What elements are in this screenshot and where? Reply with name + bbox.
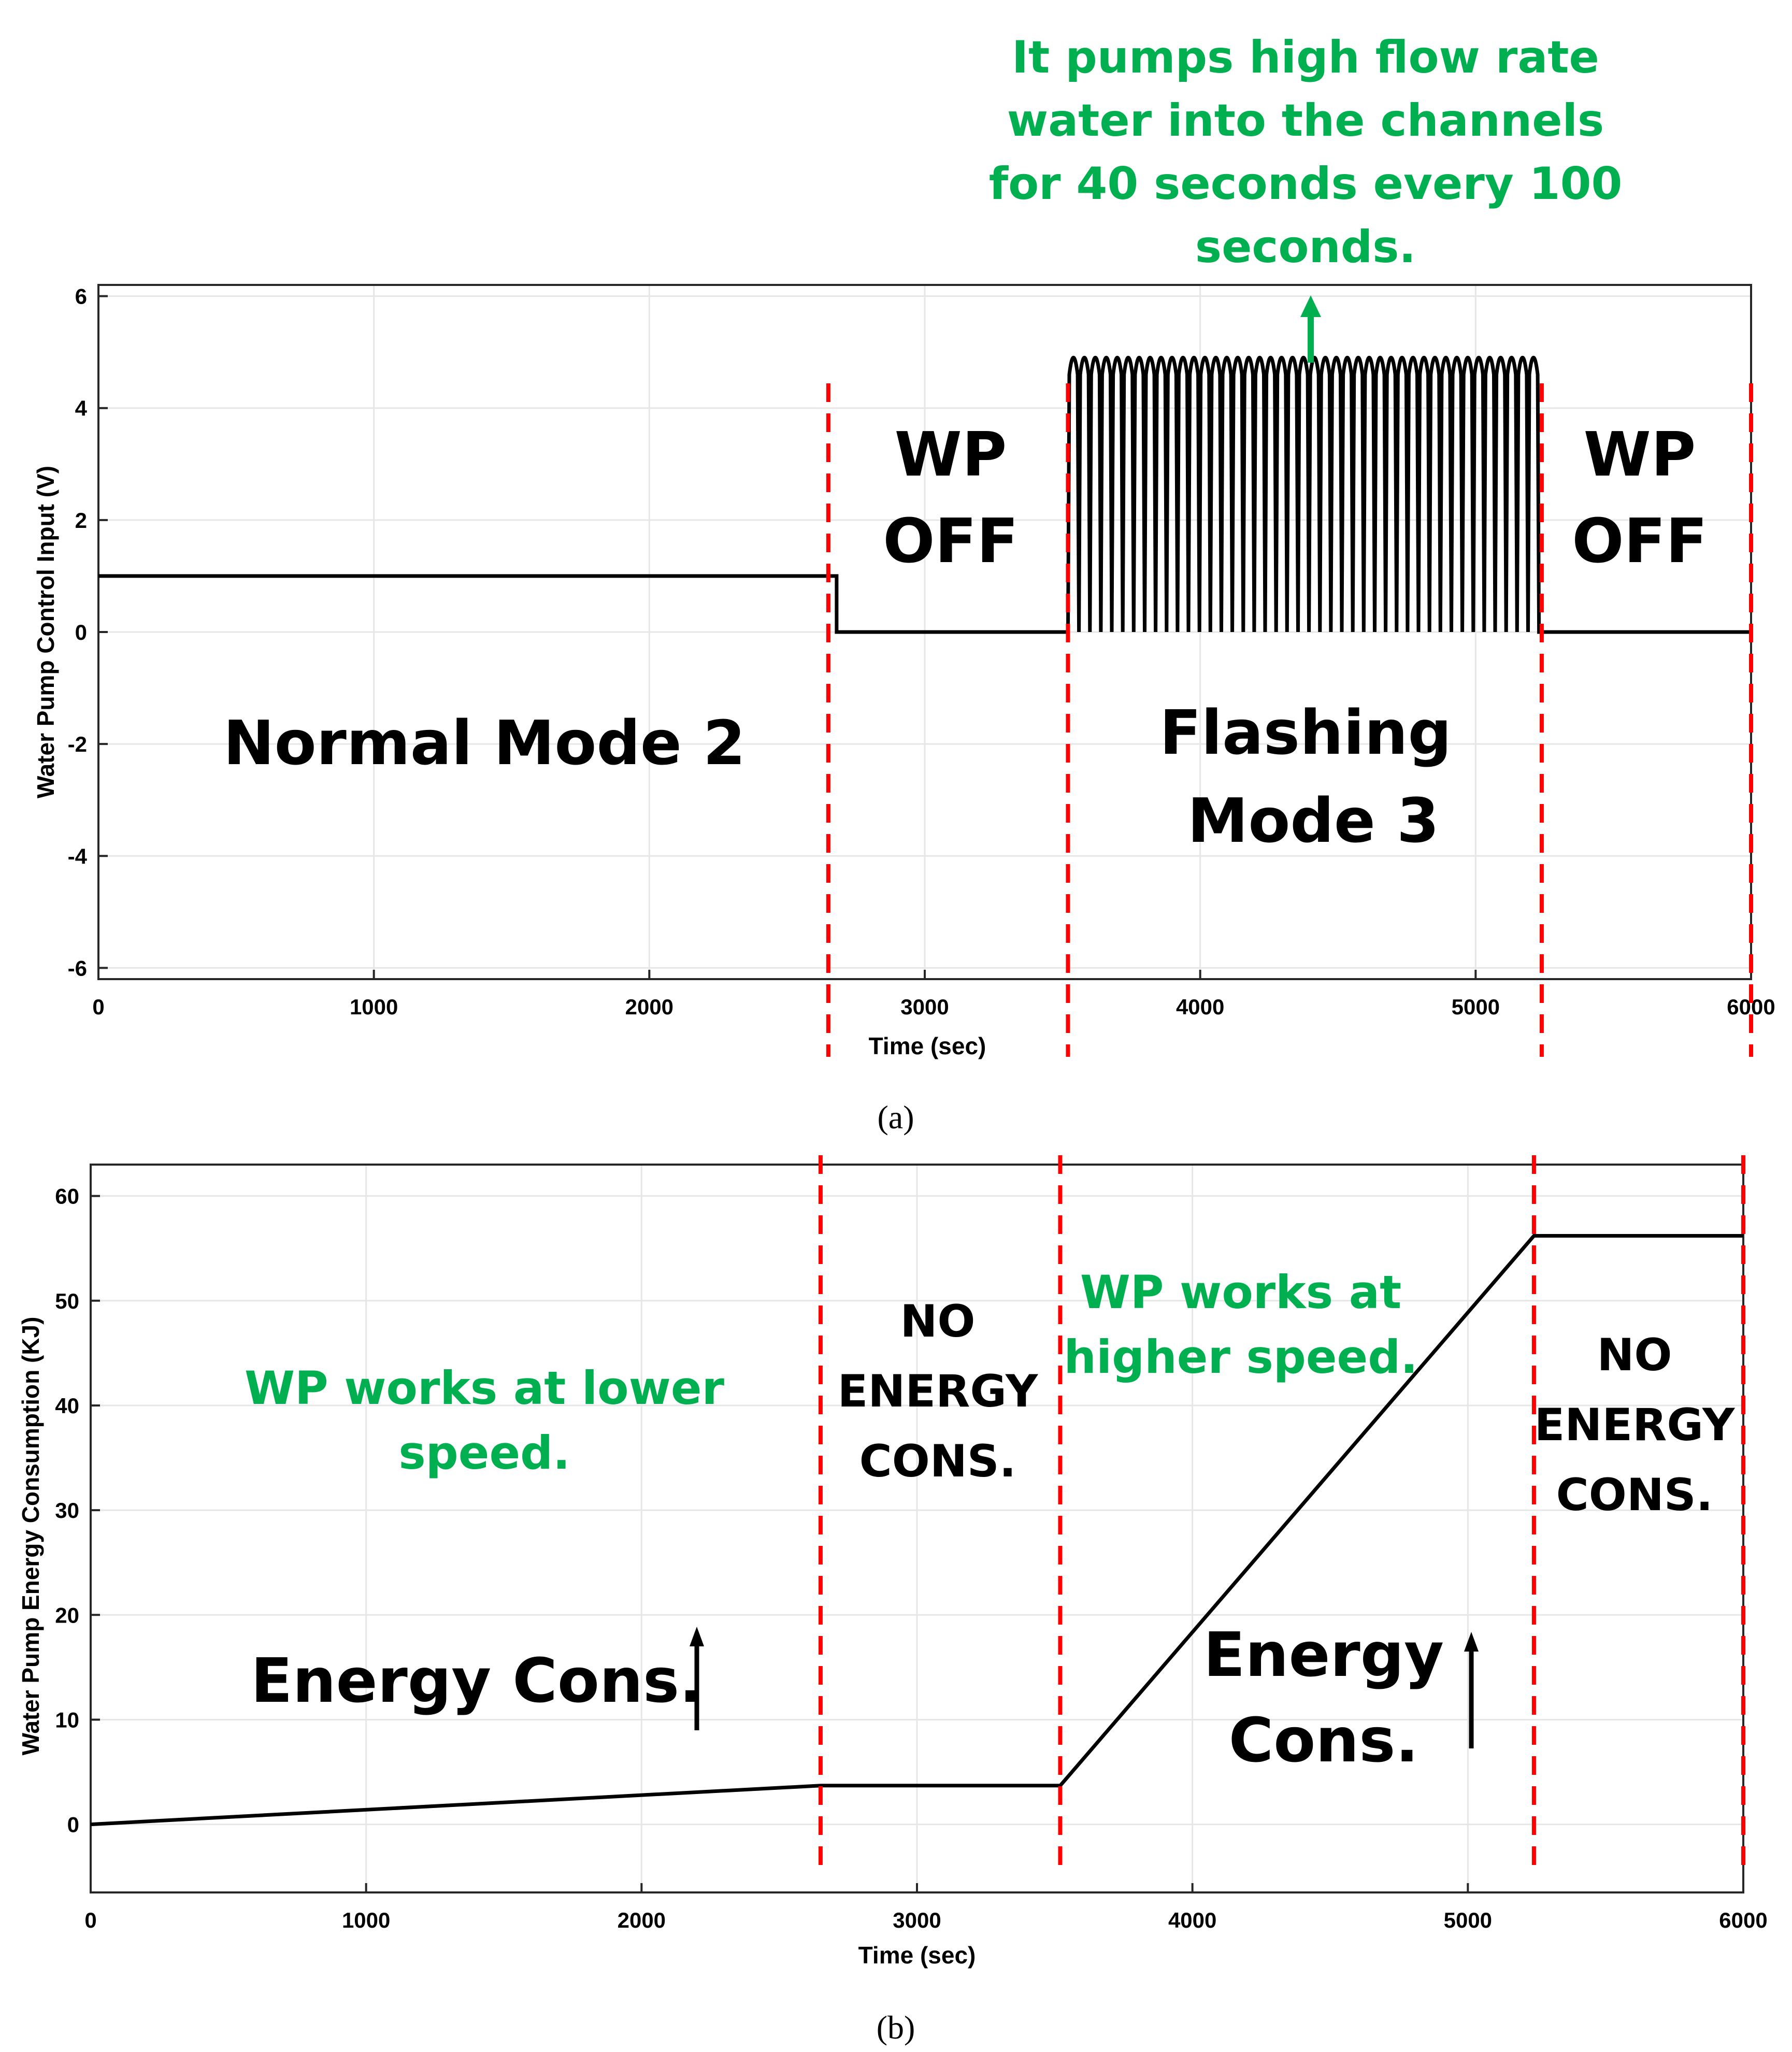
no-energy-1-line-1: NO — [900, 1296, 975, 1347]
y-tick-label: 40 — [55, 1394, 79, 1418]
flashing-mode-line-1: Flashing — [1159, 697, 1452, 768]
control-input-series — [98, 355, 1751, 634]
no-energy-2-line-2: ENERGY — [1535, 1399, 1736, 1451]
energy-cons-2-line-2: Cons. — [1229, 1704, 1419, 1776]
x-tick-label: 6000 — [1719, 1908, 1767, 1932]
lower-speed-line-1: WP works at lower — [245, 1361, 725, 1415]
panel-b-y-axis-label: Water Pump Energy Consumption (KJ) — [17, 1317, 44, 1756]
x-tick-label: 5000 — [1452, 995, 1500, 1019]
y-tick-label: -2 — [68, 732, 87, 756]
energy-cons-1-label: Energy Cons. — [251, 1645, 703, 1716]
wp-off-2-line-2: OFF — [1572, 505, 1708, 577]
panel-b-x-axis-label: Time (sec) — [858, 1942, 976, 1969]
top-note-annotation: It pumps high flow rate water into the c… — [989, 32, 1623, 273]
x-tick-label: 3000 — [893, 1908, 941, 1932]
no-energy-1-line-2: ENERGY — [838, 1366, 1039, 1417]
no-energy-2-line-1: NO — [1597, 1329, 1672, 1381]
y-tick-label: 4 — [75, 396, 88, 421]
x-tick-label: 2000 — [625, 995, 673, 1019]
higher-speed-line-2: higher speed. — [1064, 1330, 1417, 1384]
up-arrow-icon — [1464, 1632, 1479, 1748]
x-tick-label: 1000 — [350, 995, 398, 1019]
x-tick-label: 0 — [84, 1908, 96, 1932]
x-tick-label: 4000 — [1176, 995, 1224, 1019]
y-tick-label: 6 — [75, 284, 87, 309]
panel-a-x-axis-label: Time (sec) — [869, 1032, 986, 1059]
top-note-line-1: It pumps high flow rate — [1012, 32, 1599, 83]
y-tick-label: 0 — [75, 620, 87, 644]
panel-a-y-axis-label: Water Pump Control Input (V) — [32, 466, 59, 798]
top-note-line-2: water into the channels — [1007, 95, 1604, 147]
y-tick-label: 20 — [55, 1603, 79, 1627]
x-tick-label: 5000 — [1444, 1908, 1492, 1932]
no-energy-1-line-3: CONS. — [859, 1436, 1016, 1487]
panel-b-chart: 0 1000 2000 3000 4000 5000 6000 0102030405060 … — [17, 1155, 1768, 2046]
y-tick-label: 2 — [75, 508, 87, 533]
energy-consumption-series — [90, 1234, 1743, 1827]
wp-off-1-line-1: WP — [895, 419, 1007, 490]
y-tick-label: 30 — [55, 1498, 79, 1523]
x-tick-label: 2000 — [618, 1908, 666, 1932]
panel-a-caption: (a) — [877, 1099, 914, 1136]
flashing-mode-line-2: Mode 3 — [1187, 785, 1439, 856]
up-arrow-icon — [690, 1627, 704, 1730]
wp-off-1-line-2: OFF — [883, 505, 1019, 577]
y-tick-label: 0 — [67, 1813, 79, 1837]
top-note-line-4: seconds. — [1195, 221, 1416, 273]
y-tick-label: 60 — [55, 1184, 79, 1209]
y-tick-label: -4 — [68, 844, 88, 868]
x-tick-label: 0 — [92, 995, 104, 1019]
no-energy-2-line-3: CONS. — [1556, 1469, 1713, 1521]
y-tick-label: 50 — [55, 1289, 79, 1313]
green-up-arrow-icon — [1300, 295, 1321, 363]
higher-speed-line-1: WP works at — [1080, 1266, 1401, 1319]
y-tick-label: 10 — [55, 1707, 79, 1732]
wp-off-2-line-1: WP — [1584, 419, 1696, 490]
x-tick-label: 4000 — [1168, 1908, 1216, 1932]
panel-b-caption: (b) — [877, 2009, 915, 2046]
top-note-line-3: for 40 seconds every 100 — [989, 158, 1623, 210]
lower-speed-line-2: speed. — [398, 1426, 570, 1480]
x-tick-label: 1000 — [342, 1908, 390, 1932]
normal-mode-label: Normal Mode 2 — [223, 707, 746, 779]
x-tick-label: 3000 — [900, 995, 949, 1019]
energy-cons-2-line-1: Energy — [1203, 1619, 1444, 1690]
y-tick-label: -6 — [68, 956, 87, 980]
